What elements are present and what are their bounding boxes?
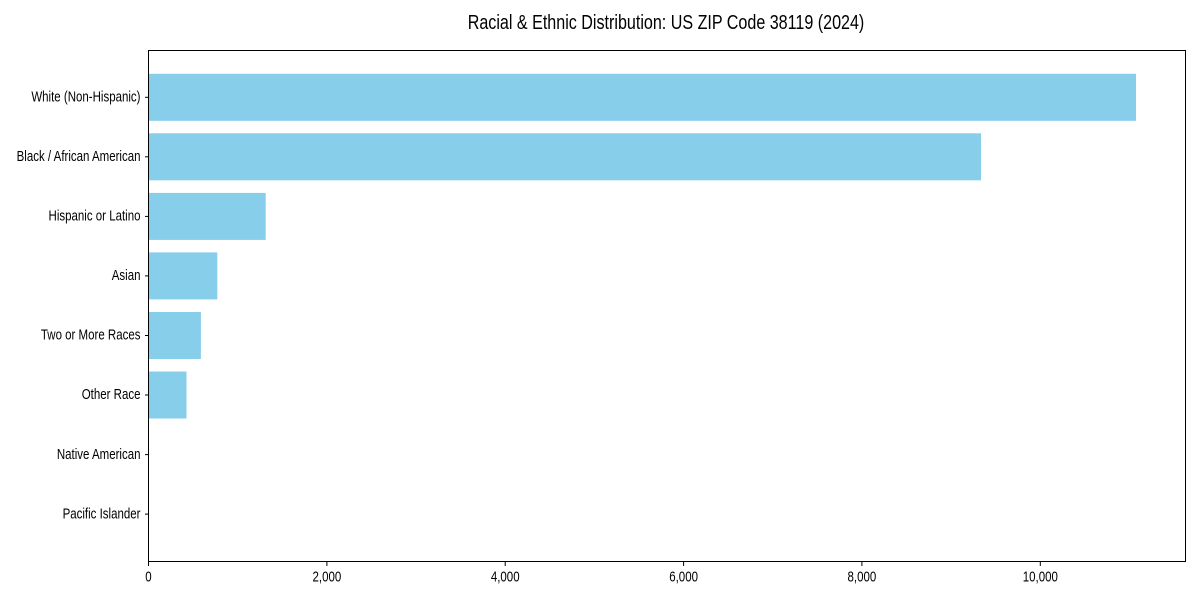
svg-text:Other Race: Other Race	[82, 386, 141, 403]
svg-text:Hispanic or Latino: Hispanic or Latino	[49, 207, 141, 224]
svg-text:0: 0	[145, 568, 151, 585]
svg-text:Racial & Ethnic Distribution:: Racial & Ethnic Distribution: US ZIP Cod…	[468, 10, 865, 33]
svg-text:Asian: Asian	[112, 267, 141, 284]
svg-text:6,000: 6,000	[669, 568, 698, 585]
svg-text:10,000: 10,000	[1023, 568, 1058, 585]
svg-text:4,000: 4,000	[491, 568, 520, 585]
svg-text:8,000: 8,000	[848, 568, 877, 585]
svg-text:2,000: 2,000	[313, 568, 342, 585]
svg-text:Pacific Islander: Pacific Islander	[63, 505, 141, 522]
svg-text:Black / African American: Black / African American	[17, 147, 141, 164]
svg-text:Native American: Native American	[57, 445, 141, 462]
svg-text:White (Non-Hispanic): White (Non-Hispanic)	[31, 88, 140, 105]
svg-text:Two or More Races: Two or More Races	[41, 326, 141, 343]
